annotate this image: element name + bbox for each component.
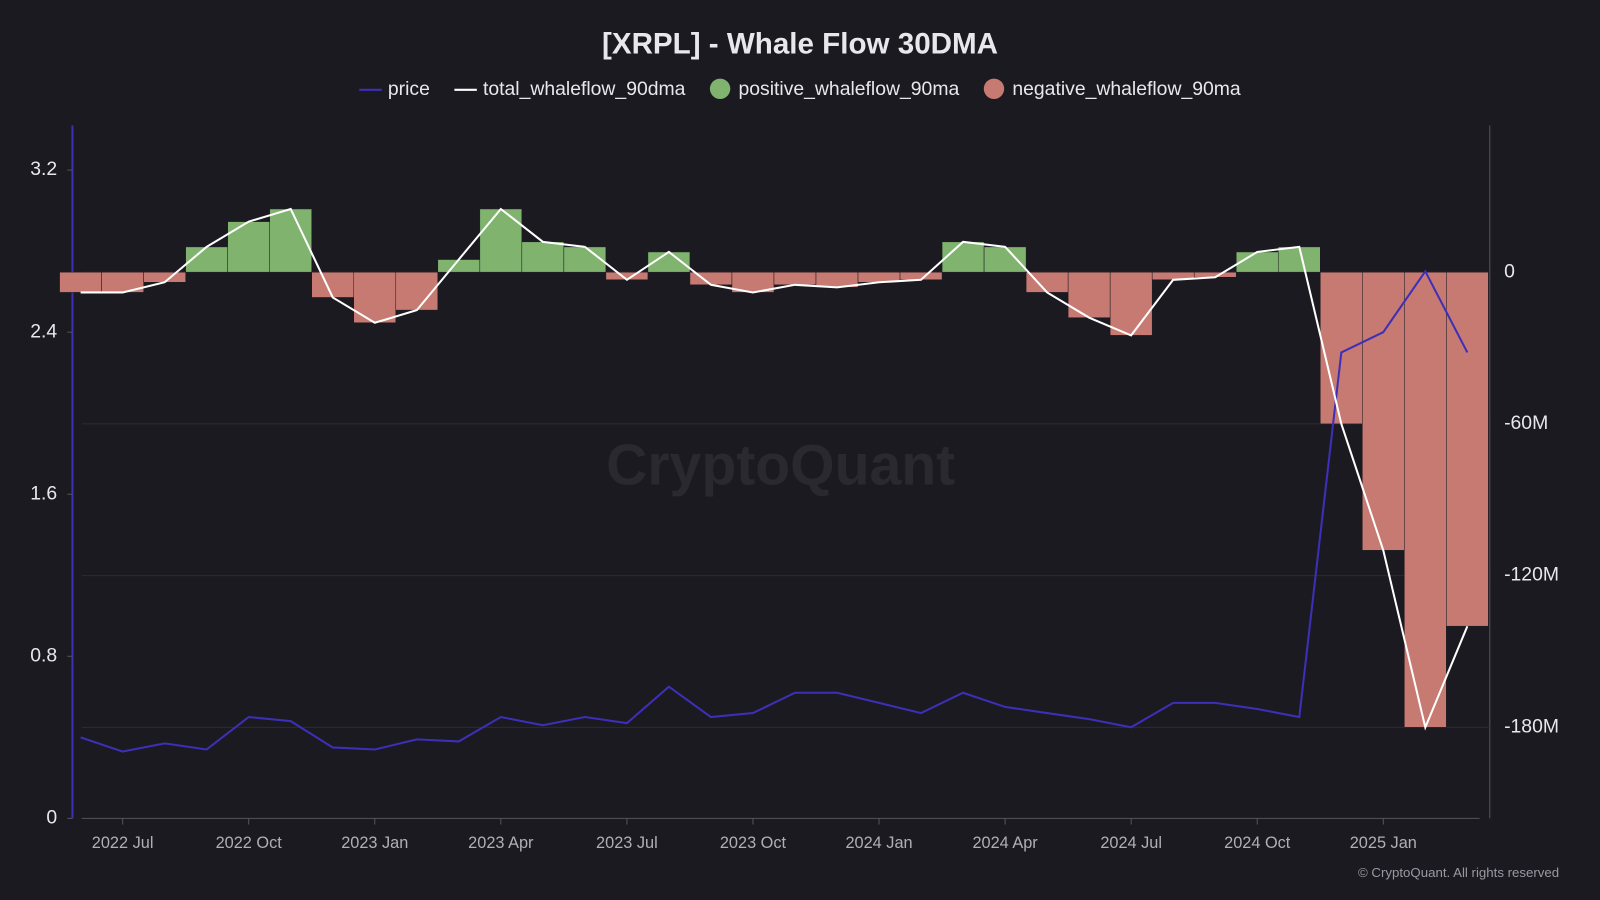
bar [1235, 251, 1279, 273]
y-tick-label: 0.8 [30, 644, 57, 666]
legend-label: positive_whaleflow_90ma [738, 78, 959, 100]
bar [773, 271, 817, 286]
grid: 0 0.8 1.6 2.4 3.2 0 -60M -120M -180M 2022 Jul 2022… [30, 158, 1559, 852]
legend-swatch [983, 78, 1005, 99]
bar [521, 241, 565, 273]
bar [1067, 271, 1111, 318]
copyright: © CryptoQuant. All rights reserved [1358, 865, 1559, 880]
y-tick-label: 3.2 [30, 158, 57, 180]
legend-item: negative_whaleflow_90ma [983, 78, 1241, 100]
bar [1362, 271, 1405, 551]
x-tick-label: 2023 Jul [596, 834, 658, 852]
line [80, 207, 1469, 731]
bar [1404, 271, 1447, 728]
bar [479, 208, 523, 273]
bar [59, 271, 102, 293]
y-tick-label: 2.4 [30, 320, 57, 342]
legend-swatch [709, 78, 731, 99]
x-tick-label: 2022 Oct [216, 834, 283, 852]
line [80, 269, 1469, 753]
legend-item: positive_whaleflow_90ma [709, 78, 959, 100]
x-tick-label: 2024 Jul [1100, 834, 1162, 852]
bar [1446, 271, 1489, 627]
legend-item: total_whaleflow_90dma [454, 78, 686, 100]
x-tick-label: 2022 Jul [92, 834, 154, 852]
y2-tick-label: 0 [1504, 260, 1515, 282]
bar [983, 246, 1027, 273]
x-tick-label: 2023 Jan [341, 834, 408, 852]
x-tick-label: 2024 Apr [972, 834, 1038, 852]
x-tick-label: 2024 Jan [845, 834, 912, 852]
x-tick-label: 2023 Apr [468, 834, 534, 852]
bar [311, 271, 355, 298]
legend-label: price [388, 78, 430, 100]
y-tick-label: 0 [46, 806, 57, 828]
y-tick-label: 1.6 [30, 482, 57, 504]
bar [941, 241, 985, 273]
y2-tick-label: -60M [1504, 412, 1548, 434]
bar [437, 259, 481, 273]
bar [1320, 271, 1363, 425]
legend-item: price [359, 78, 430, 100]
x-tick-label: 2023 Oct [720, 834, 787, 852]
bar [353, 271, 397, 324]
bar [563, 246, 607, 273]
bar [143, 271, 186, 283]
chart-title: [XRPL] - Whale Flow 30DMA [602, 28, 998, 61]
legend-label: total_whaleflow_90dma [483, 78, 686, 100]
legend-label: negative_whaleflow_90ma [1012, 78, 1241, 100]
bar [395, 271, 439, 311]
plot [59, 207, 1489, 753]
legend: price total_whaleflow_90dma positive_whale… [359, 78, 1241, 100]
watermark: CryptoQuant [606, 433, 955, 497]
x-tick-label: 2024 Oct [1224, 834, 1291, 852]
y2-tick-label: -180M [1504, 715, 1559, 737]
y2-tick-label: -120M [1504, 564, 1559, 586]
bar [1109, 271, 1153, 336]
bar [227, 221, 270, 273]
x-tick-label: 2025 Jan [1350, 834, 1417, 852]
